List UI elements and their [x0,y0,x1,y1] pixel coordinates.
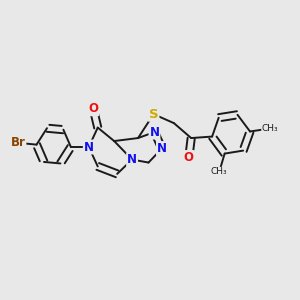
Text: N: N [127,153,137,166]
Text: N: N [84,140,94,154]
Text: CH₃: CH₃ [211,167,228,176]
Text: O: O [88,102,98,115]
Text: N: N [149,126,160,139]
Text: CH₃: CH₃ [262,124,278,133]
Text: O: O [184,151,194,164]
Text: Br: Br [11,136,26,149]
Text: N: N [157,142,167,155]
Text: S: S [149,108,158,121]
